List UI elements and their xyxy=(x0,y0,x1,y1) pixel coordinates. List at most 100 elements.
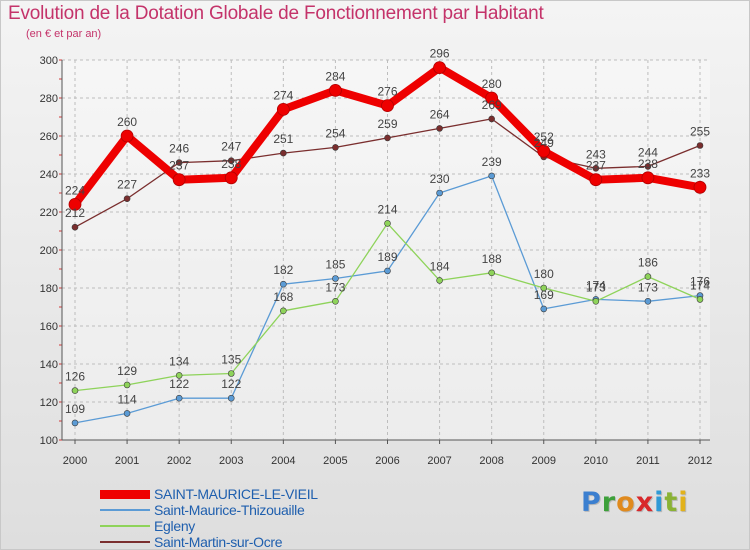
data-label: 129 xyxy=(117,364,137,378)
data-label: 214 xyxy=(377,202,397,216)
data-point xyxy=(436,189,443,197)
x-tick-label: 2012 xyxy=(688,455,712,467)
data-point xyxy=(436,125,443,132)
data-label: 227 xyxy=(117,178,137,192)
x-tick-label: 2005 xyxy=(323,455,347,467)
data-point xyxy=(644,273,652,280)
x-tick-label: 2001 xyxy=(115,455,139,467)
legend-swatch xyxy=(100,509,150,511)
x-tick-label: 2011 xyxy=(636,455,660,467)
data-label: 259 xyxy=(377,117,397,131)
data-point xyxy=(384,267,391,275)
data-point xyxy=(589,173,603,187)
proxiti-logo: Proxiti xyxy=(581,487,689,518)
data-label: 269 xyxy=(482,98,502,112)
data-point xyxy=(332,297,339,305)
data-point xyxy=(71,419,79,427)
data-point xyxy=(224,171,238,185)
x-tick-label: 2010 xyxy=(584,455,608,467)
data-point xyxy=(280,280,287,288)
data-label: 109 xyxy=(65,402,85,416)
data-point xyxy=(329,84,342,97)
data-point xyxy=(332,275,339,282)
data-point xyxy=(696,296,704,303)
data-point xyxy=(384,220,391,227)
legend-label: SAINT-MAURICE-LE-VIEIL xyxy=(154,486,318,502)
data-label: 238 xyxy=(638,157,658,171)
x-tick-label: 2002 xyxy=(167,455,191,467)
legend-item: Saint-Martin-sur-Ocre xyxy=(100,534,400,550)
data-label: 239 xyxy=(482,155,502,169)
data-label: 188 xyxy=(482,252,502,266)
data-label: 122 xyxy=(169,377,189,391)
x-tick-label: 2007 xyxy=(427,455,451,467)
data-label: 252 xyxy=(534,130,554,144)
y-tick-label: 260 xyxy=(40,131,58,143)
data-label: 122 xyxy=(221,377,241,391)
x-tick-label: 2009 xyxy=(532,455,556,467)
data-label: 169 xyxy=(534,288,554,302)
data-point xyxy=(644,163,652,170)
data-label: 173 xyxy=(586,280,606,294)
data-point xyxy=(68,197,82,211)
data-label: 249 xyxy=(534,136,554,150)
data-point xyxy=(175,372,183,379)
data-label: 184 xyxy=(430,259,450,273)
data-label: 212 xyxy=(65,206,85,220)
data-point xyxy=(175,159,183,166)
data-point xyxy=(172,173,186,187)
y-tick-label: 220 xyxy=(40,207,58,219)
data-point xyxy=(696,142,704,149)
y-tick-label: 120 xyxy=(40,397,58,409)
data-point xyxy=(123,410,131,417)
data-label: 134 xyxy=(169,354,189,368)
data-label: 186 xyxy=(638,256,658,270)
data-label: 280 xyxy=(482,77,502,91)
data-label: 174 xyxy=(690,278,710,292)
data-label: 174 xyxy=(586,278,606,292)
y-tick-label: 300 xyxy=(40,55,58,67)
y-tick-label: 280 xyxy=(40,93,58,105)
data-label: 237 xyxy=(169,159,189,173)
data-point xyxy=(123,195,131,202)
data-label: 224 xyxy=(65,183,85,197)
data-label: 238 xyxy=(221,157,241,171)
chart-subtitle: (en € et par an) xyxy=(26,28,102,40)
y-tick-label: 100 xyxy=(40,435,58,447)
data-point xyxy=(280,307,287,315)
x-tick-label: 2008 xyxy=(479,455,503,467)
data-point xyxy=(644,297,652,305)
data-point xyxy=(227,157,235,164)
data-label: 185 xyxy=(325,258,345,272)
data-point xyxy=(488,269,495,277)
data-point xyxy=(227,370,235,377)
legend-label: Saint-Martin-sur-Ocre xyxy=(154,534,283,550)
y-tick-label: 180 xyxy=(40,283,58,295)
data-label: 264 xyxy=(430,107,450,121)
data-point xyxy=(227,394,235,402)
x-tick-label: 2006 xyxy=(375,455,399,467)
legend-label: Saint-Maurice-Thizouaille xyxy=(154,502,305,518)
data-label: 173 xyxy=(325,280,345,294)
data-label: 244 xyxy=(638,145,658,159)
data-label: 230 xyxy=(430,172,450,186)
legend-swatch xyxy=(100,541,150,543)
data-point xyxy=(693,180,707,194)
data-label: 237 xyxy=(586,159,606,173)
data-label: 260 xyxy=(117,115,137,129)
legend-item: Egleny xyxy=(100,518,400,534)
legend-label: Egleny xyxy=(154,518,196,534)
data-label: 126 xyxy=(65,370,85,384)
data-label: 114 xyxy=(118,392,137,406)
data-point xyxy=(436,277,443,284)
data-label: 251 xyxy=(273,132,293,146)
data-label: 246 xyxy=(169,142,189,156)
y-tick-label: 200 xyxy=(40,245,58,257)
x-tick-label: 2003 xyxy=(219,455,243,467)
legend-swatch xyxy=(100,489,150,499)
data-point xyxy=(123,381,131,389)
data-point xyxy=(120,129,134,143)
data-point xyxy=(540,284,548,292)
data-point xyxy=(381,99,394,112)
